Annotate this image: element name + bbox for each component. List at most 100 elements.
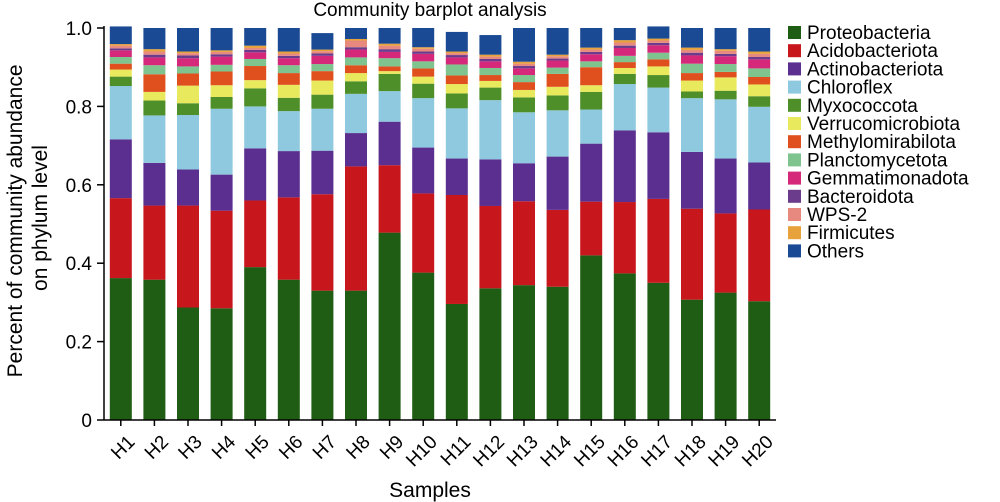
bar-segment-actinobacteriota-h17 bbox=[647, 132, 670, 199]
y-tick-label: 1.0 bbox=[66, 19, 92, 40]
legend-swatch-firmicutes bbox=[788, 226, 801, 240]
bar-segment-others-h13 bbox=[513, 28, 535, 62]
bar-segment-chloroflex-h12 bbox=[479, 100, 502, 160]
bar-segment-wps-2-h13 bbox=[513, 63, 535, 67]
bar-segment-bacteroidota-h20 bbox=[748, 57, 771, 60]
bar-segment-acidobacteriota-h12 bbox=[479, 205, 502, 289]
bar-segment-verrucomicrobiota-h6 bbox=[277, 84, 300, 98]
legend-label-myxococcota: Myxococcota bbox=[807, 96, 918, 117]
legend-swatch-bacteroidota bbox=[788, 189, 801, 203]
bar-segment-actinobacteriota-h13 bbox=[513, 163, 535, 202]
bar-segment-chloroflex-h16 bbox=[613, 84, 636, 131]
bar-segment-gemmatimonadota-h10 bbox=[412, 53, 435, 62]
bar-segment-methylomirabilota-h13 bbox=[513, 82, 535, 90]
bar-segment-acidobacteriota-h7 bbox=[311, 194, 334, 291]
bar-segment-actinobacteriota-h1 bbox=[109, 139, 132, 199]
bar-segment-gemmatimonadota-h18 bbox=[681, 55, 703, 64]
bar-segment-firmicutes-h17 bbox=[647, 38, 670, 41]
bar-segment-verrucomicrobiota-h4 bbox=[210, 85, 233, 97]
bar-segment-planctomycetota-h3 bbox=[177, 66, 199, 74]
bar-segment-wps-2-h3 bbox=[177, 53, 199, 56]
bar-segment-myxococcota-h15 bbox=[580, 91, 603, 110]
bar-segment-bacteroidota-h13 bbox=[513, 66, 535, 69]
bar-segment-myxococcota-h3 bbox=[177, 103, 199, 116]
bar-segment-acidobacteriota-h11 bbox=[445, 194, 468, 304]
bar-segment-acidobacteriota-h13 bbox=[513, 201, 535, 286]
bar-segment-firmicutes-h15 bbox=[580, 47, 603, 50]
bar-segment-verrucomicrobiota-h19 bbox=[714, 77, 737, 91]
bar-segment-chloroflex-h18 bbox=[681, 98, 703, 152]
bar-segment-bacteroidota-h10 bbox=[412, 51, 435, 54]
bar-segment-methylomirabilota-h18 bbox=[681, 73, 703, 81]
bar-segment-wps-2-h1 bbox=[109, 45, 132, 49]
bar-segment-actinobacteriota-h19 bbox=[714, 158, 737, 214]
x-tick-label-h18: H18 bbox=[671, 432, 710, 471]
bar-segment-firmicutes-h6 bbox=[277, 51, 300, 54]
bar-segment-actinobacteriota-h3 bbox=[177, 169, 199, 206]
bar-segment-proteobacteria-h12 bbox=[479, 288, 502, 420]
bar-segment-others-h8 bbox=[345, 28, 367, 39]
bar-segment-firmicutes-h16 bbox=[613, 40, 636, 43]
bar-segment-gemmatimonadota-h3 bbox=[177, 58, 199, 67]
bar-segment-others-h7 bbox=[311, 33, 334, 50]
bar-segment-bacteroidota-h18 bbox=[681, 52, 703, 56]
bar-segment-proteobacteria-h6 bbox=[277, 279, 300, 420]
bar-segment-planctomycetota-h5 bbox=[244, 58, 267, 67]
bar-segment-acidobacteriota-h15 bbox=[580, 201, 603, 256]
bar-segment-wps-2-h17 bbox=[647, 40, 670, 43]
bar-segment-proteobacteria-h17 bbox=[647, 282, 670, 420]
bar-segment-bacteroidota-h8 bbox=[345, 47, 367, 50]
bar-segment-proteobacteria-h19 bbox=[714, 292, 737, 420]
legend-swatch-gemmatimonadota bbox=[788, 171, 801, 185]
x-tick-label-h3: H3 bbox=[175, 432, 207, 464]
bar-segment-planctomycetota-h10 bbox=[412, 61, 435, 69]
bar-segment-firmicutes-h10 bbox=[412, 47, 435, 49]
x-tick-label-h5: H5 bbox=[242, 432, 274, 464]
bar-segment-verrucomicrobiota-h17 bbox=[647, 66, 670, 76]
bar-segment-others-h10 bbox=[412, 28, 435, 48]
bar-segment-methylomirabilota-h14 bbox=[546, 73, 569, 87]
bar-segment-planctomycetota-h16 bbox=[613, 55, 636, 63]
x-axis-label: Samples bbox=[389, 479, 471, 502]
bar-segment-gemmatimonadota-h16 bbox=[613, 47, 636, 56]
bar-segment-firmicutes-h13 bbox=[513, 61, 535, 64]
bar-segment-verrucomicrobiota-h18 bbox=[681, 80, 703, 92]
x-tick-label-h8: H8 bbox=[343, 432, 375, 464]
bar-segment-actinobacteriota-h15 bbox=[580, 143, 603, 202]
bar-segment-acidobacteriota-h16 bbox=[613, 202, 636, 274]
bar-segment-wps-2-h4 bbox=[210, 51, 233, 55]
bar-segment-myxococcota-h4 bbox=[210, 96, 233, 109]
bar-segment-wps-2-h12 bbox=[479, 56, 502, 59]
bar-segment-planctomycetota-h19 bbox=[714, 64, 737, 72]
bar-segment-verrucomicrobiota-h15 bbox=[580, 85, 603, 92]
y-axis-label-line-2: on phylum level bbox=[29, 145, 52, 291]
bar-segment-acidobacteriota-h6 bbox=[277, 197, 300, 280]
bar-segment-actinobacteriota-h14 bbox=[546, 156, 569, 210]
bar-segment-acidobacteriota-h10 bbox=[412, 193, 435, 273]
bar-segment-wps-2-h5 bbox=[244, 47, 267, 50]
x-tick-label-h2: H2 bbox=[141, 432, 173, 464]
bar-segment-acidobacteriota-h1 bbox=[109, 198, 132, 279]
bar-segment-planctomycetota-h11 bbox=[445, 64, 468, 76]
bar-segment-firmicutes-h19 bbox=[714, 49, 737, 51]
x-tick-label-h13: H13 bbox=[503, 432, 542, 471]
bar-segment-planctomycetota-h17 bbox=[647, 52, 670, 60]
bar-segment-actinobacteriota-h2 bbox=[143, 162, 166, 206]
bar-segment-verrucomicrobiota-h10 bbox=[412, 76, 435, 84]
bar-segment-others-h19 bbox=[714, 28, 737, 50]
bar-segment-others-h5 bbox=[244, 28, 267, 46]
bar-segment-methylomirabilota-h2 bbox=[143, 74, 166, 92]
bar-segment-others-h16 bbox=[613, 28, 636, 41]
bar-segment-verrucomicrobiota-h11 bbox=[445, 84, 468, 94]
x-tick-label-h17: H17 bbox=[637, 432, 676, 471]
bar-segment-chloroflex-h6 bbox=[277, 111, 300, 152]
bar-segment-methylomirabilota-h17 bbox=[647, 59, 670, 67]
bar-segment-chloroflex-h4 bbox=[210, 108, 233, 175]
bar-segment-wps-2-h6 bbox=[277, 53, 300, 56]
bar-segment-actinobacteriota-h5 bbox=[244, 148, 267, 201]
x-tick-label-h19: H19 bbox=[705, 432, 744, 471]
bar-segment-verrucomicrobiota-h3 bbox=[177, 85, 199, 104]
legend-swatch-chloroflex bbox=[788, 80, 801, 94]
bar-segment-proteobacteria-h18 bbox=[681, 299, 703, 420]
bar-segment-firmicutes-h5 bbox=[244, 45, 267, 48]
